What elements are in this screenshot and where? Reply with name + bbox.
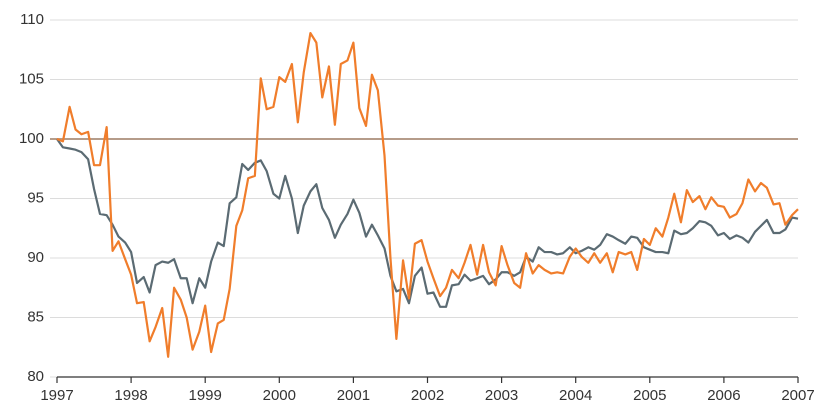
x-tick-label: 2002 [411, 387, 444, 404]
series-line [56, 138, 799, 308]
y-tick-label: 105 [19, 70, 44, 87]
y-tick-label: 85 [27, 308, 44, 325]
series-line [56, 31, 799, 358]
x-tick-label: 2004 [559, 387, 592, 404]
x-tick-label: 2003 [485, 387, 518, 404]
x-tick-label: 1999 [189, 387, 222, 404]
x-tick-label: 2000 [263, 387, 296, 404]
x-tick-label: 1998 [114, 387, 147, 404]
x-tick-label: 2007 [781, 387, 814, 404]
y-tick-label: 80 [27, 368, 44, 385]
y-tick-label: 100 [19, 130, 44, 147]
y-tick-label: 110 [20, 11, 44, 28]
y-tick-label: 95 [27, 189, 44, 206]
x-tick-label: 2005 [633, 387, 666, 404]
x-tick-label: 1997 [40, 387, 73, 404]
x-tick-label: 2006 [707, 387, 740, 404]
x-tick-label: 2001 [337, 387, 370, 404]
y-tick-label: 90 [27, 249, 44, 266]
